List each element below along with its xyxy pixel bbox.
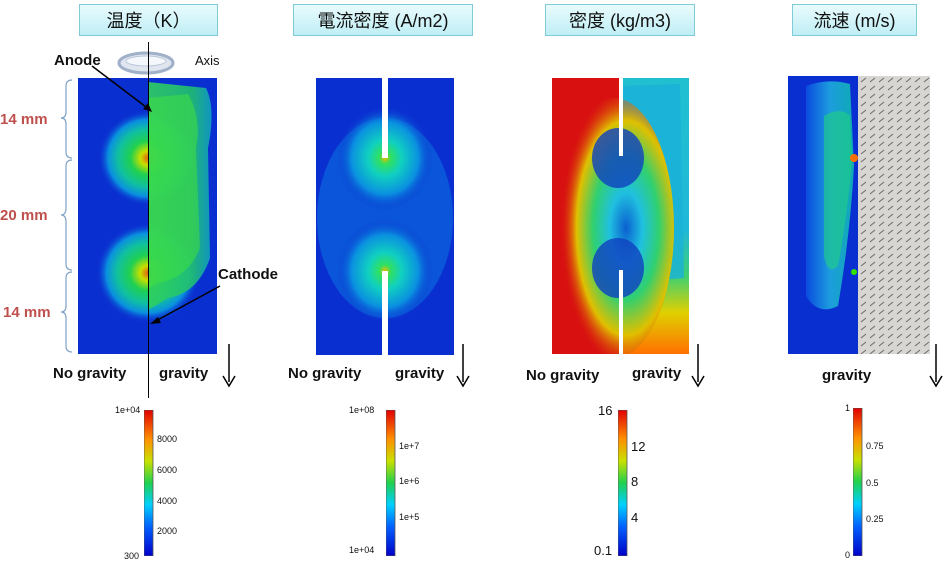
gravity-arrow-icon [222, 344, 236, 388]
current-density-colorbar [386, 410, 396, 556]
temperature-colorbar-max: 1e+04 [115, 405, 141, 415]
density-colorbar-tick: 8 [631, 474, 639, 489]
temperature-no-gravity-label: No gravity [53, 365, 127, 382]
density-colorbar-tick: 12 [631, 439, 646, 454]
temperature-colorbar-min: 300 [124, 551, 140, 561]
axis-line [148, 42, 149, 398]
temperature-gravity-label: gravity [159, 365, 209, 382]
current-density-no-gravity-label: No gravity [288, 365, 362, 382]
density-gravity-label: gravity [632, 365, 682, 382]
dimension-top-label: 14 mm [0, 111, 48, 128]
temperature-colorbar-tick: 4000 [157, 496, 178, 506]
current-density-title: 電流密度 (A/m2) [293, 4, 473, 36]
current-density-gravity-label: gravity [395, 365, 445, 382]
current-density-field-plot [316, 78, 454, 355]
density-colorbar [618, 410, 628, 556]
gravity-arrow-icon [929, 344, 943, 388]
flow-velocity-colorbar-tick: 0.25 [866, 514, 884, 524]
temperature-colorbar-tick: 8000 [157, 434, 178, 444]
anode-label: Anode [54, 52, 101, 69]
density-field-plot [552, 78, 689, 354]
gravity-arrow-icon [456, 344, 470, 388]
dimension-bottom-label: 14 mm [3, 304, 51, 321]
axis-ring-icon [117, 51, 175, 75]
flow-velocity-colorbar [853, 408, 863, 556]
flow-velocity-colorbar-min: 0 [845, 550, 851, 560]
axis-label: Axis [195, 53, 220, 68]
flow-velocity-colorbar-max: 1 [845, 403, 851, 413]
density-title: 密度 (kg/m3) [545, 4, 695, 36]
density-colorbar-max: 16 [598, 403, 613, 418]
current-density-colorbar-tick: 1e+5 [399, 512, 420, 522]
flow-velocity-field-plot [788, 76, 930, 354]
flow-velocity-title: 流速 (m/s) [792, 4, 917, 36]
temperature-colorbar [144, 410, 154, 556]
density-colorbar-min: 0.1 [594, 543, 613, 558]
flow-velocity-gravity-label: gravity [822, 367, 872, 384]
current-density-colorbar-max: 1e+08 [349, 405, 375, 415]
current-density-colorbar-min: 1e+04 [349, 545, 375, 555]
cathode-arrow [150, 285, 221, 324]
dimension-brackets [60, 79, 73, 353]
temperature-title: 温度（K） [79, 4, 218, 36]
temperature-colorbar-tick: 6000 [157, 465, 178, 475]
anode-arrow [91, 65, 152, 112]
density-no-gravity-label: No gravity [526, 367, 600, 384]
cathode-label: Cathode [218, 266, 278, 283]
temperature-colorbar-tick: 2000 [157, 526, 178, 536]
flow-velocity-colorbar-tick: 0.5 [866, 478, 879, 488]
dimension-middle-label: 20 mm [0, 207, 48, 224]
current-density-colorbar-tick: 1e+7 [399, 441, 420, 451]
density-colorbar-tick: 4 [631, 510, 639, 525]
gravity-arrow-icon [691, 344, 705, 388]
flow-velocity-colorbar-tick: 0.75 [866, 441, 884, 451]
current-density-colorbar-tick: 1e+6 [399, 476, 420, 486]
